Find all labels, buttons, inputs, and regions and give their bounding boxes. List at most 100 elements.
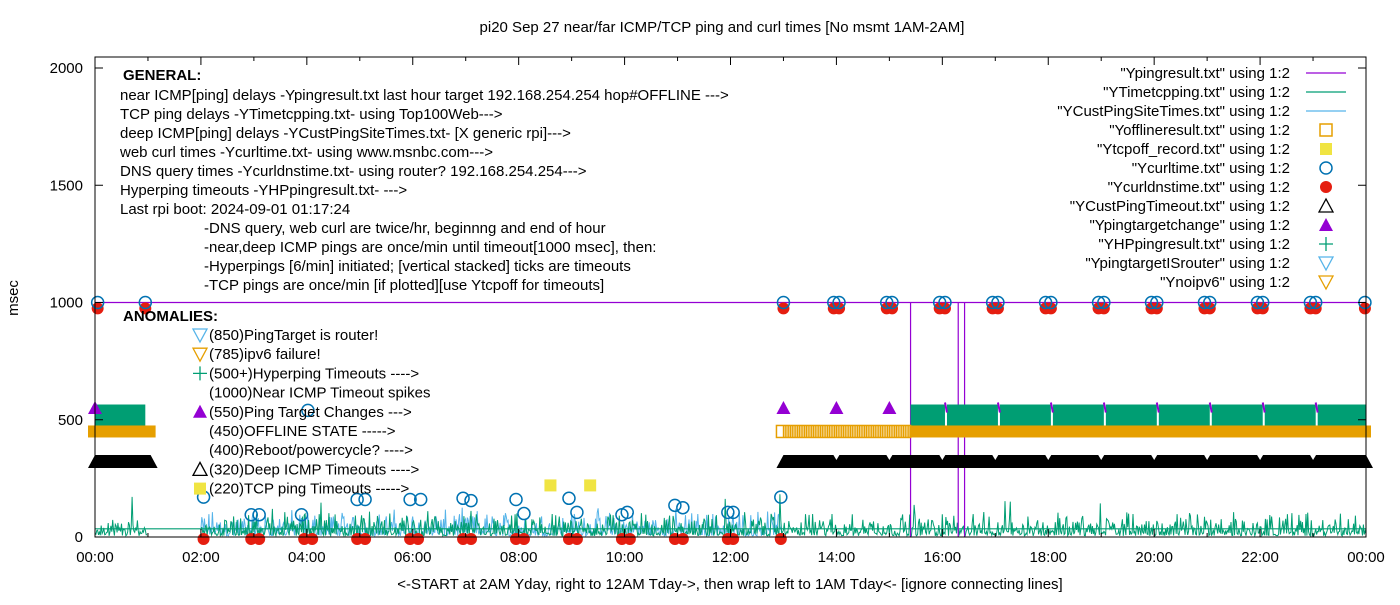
curl-time-point (1150, 295, 1164, 310)
curl-time-point (562, 491, 576, 506)
curl-time-point (509, 492, 523, 507)
curl-time-point (1250, 295, 1265, 310)
general-note: -near,deep ICMP pings are once/min until… (204, 239, 656, 256)
hyperping-gap (1103, 404, 1106, 427)
legend-label: "YpingtargetISrouter" using 1:2 (1085, 255, 1290, 272)
ping-target-change-tick (1208, 402, 1213, 413)
y-tick-label: 1000 (50, 295, 83, 312)
x-tick-label: 00:00 (76, 549, 114, 566)
legend-label: "YCustPingTimeout.txt" using 1:2 (1070, 198, 1290, 215)
curl-time-point (252, 507, 266, 522)
curl-time-point (413, 492, 428, 507)
chart-title: pi20 Sep 27 near/far ICMP/TCP ping and c… (480, 19, 965, 36)
curl-time-point (938, 295, 952, 310)
legend-marker-filled-square (1320, 143, 1332, 155)
legend-marker-open-triangle (1317, 197, 1335, 213)
dns-time-point (727, 533, 740, 545)
general-line: Last rpi boot: 2024-09-01 01:17:24 (120, 201, 350, 218)
curl-time-point (776, 295, 791, 310)
legend-label: "Ytcpoff_record.txt" using 1:2 (1097, 141, 1290, 158)
hyperping-gap (1315, 404, 1318, 427)
curl-time-point (1203, 295, 1217, 310)
curl-time-point (301, 403, 315, 418)
dns-time-point (253, 533, 266, 545)
legend-marker-open-down-triangle (1317, 275, 1335, 291)
hyperping-gap (1209, 404, 1212, 427)
curl-time-point (721, 505, 735, 520)
general-note: -DNS query, web curl are twice/hr, begin… (204, 220, 606, 237)
dns-time-point (359, 533, 372, 545)
deep-icmp-band-notch (939, 454, 946, 460)
dns-time-point (197, 533, 210, 545)
curl-time-point (726, 505, 740, 520)
ping-target-change-tick (1314, 402, 1319, 413)
legend-marker-open-down-triangle (1317, 256, 1335, 272)
curl-time-point (517, 506, 531, 521)
anomalies-header: ANOMALIES: (123, 308, 218, 325)
deep-icmp-band-notch (1151, 454, 1158, 460)
deep-icmp-timeout-band (776, 454, 1373, 468)
general-line: Hyperping timeouts -YHPpingresult.txt- -… (120, 182, 407, 199)
x-tick-label: 06:00 (394, 549, 432, 566)
hyperping-timeout-block (95, 404, 146, 427)
legend-label: "Yofflineresult.txt" using 1:2 (1109, 122, 1290, 139)
curl-time-point (1044, 295, 1058, 310)
dns-time-point (774, 533, 787, 545)
legend-label: "YHPpingresult.txt" using 1:2 (1098, 236, 1290, 253)
y-tick-label: 2000 (50, 60, 83, 77)
curl-time-point (1144, 295, 1159, 310)
deep-icmp-band-notch (1204, 454, 1211, 460)
anomaly-marker-filled-triangle (193, 404, 207, 418)
x-tick-label: 12:00 (712, 549, 750, 566)
anomaly-item: (400)Reboot/powercycle? ----> (209, 442, 413, 459)
hyperping-gap (997, 404, 1000, 427)
curl-time-point (991, 295, 1005, 310)
y-tick-label: 0 (75, 529, 83, 546)
curl-time-point (464, 493, 478, 508)
dns-time-point (412, 533, 425, 545)
x-tick-label: 20:00 (1135, 549, 1173, 566)
anomaly-marker-open-down-triangle (191, 328, 209, 344)
deep-icmp-band-notch (833, 454, 840, 460)
x-tick-label: 22:00 (1241, 549, 1279, 566)
deep-icmp-band-notch (1257, 454, 1264, 460)
x-tick-label: 14:00 (818, 549, 856, 566)
curl-time-point (1308, 295, 1323, 310)
x-tick-label: 10:00 (606, 549, 644, 566)
anomaly-item: (785)ipv6 failure! (209, 346, 321, 363)
deep-icmp-band-notch (886, 454, 893, 460)
tcp-ping-timeout-point (584, 479, 597, 492)
legend-marker-filled-triangle (1319, 218, 1333, 231)
offline-state-block (88, 425, 156, 438)
legend-label: "Ycurldnstime.txt" using 1:2 (1108, 179, 1290, 196)
ping-target-change-tick (1102, 402, 1107, 413)
curl-time-point (1197, 295, 1212, 310)
curl-time-point (879, 295, 894, 310)
dns-time-point (465, 533, 478, 545)
deep-icmp-band-notch (1045, 454, 1052, 460)
hyperping-timeout-block (910, 404, 1366, 427)
ping-target-change-tick (1261, 402, 1266, 413)
curl-time-point (570, 505, 584, 520)
legend-marker-filled-circle (1320, 181, 1332, 193)
general-header: GENERAL: (123, 67, 201, 84)
x-tick-label: 04:00 (288, 549, 326, 566)
anomaly-item: (320)Deep ICMP Timeouts ----> (209, 461, 419, 478)
ping-target-change-tick (944, 402, 948, 413)
curl-time-point (1038, 295, 1053, 310)
ping-target-change-tick (1049, 402, 1054, 413)
hyperping-gap (1156, 404, 1159, 427)
curl-time-point (668, 498, 682, 513)
y-tick-label: 500 (58, 412, 83, 429)
curl-time-point (774, 490, 788, 504)
x-axis-label: <-START at 2AM Yday, right to 12AM Tday-… (397, 576, 1062, 593)
curl-time-point (620, 505, 634, 520)
general-note: -Hyperpings [6/min] initiated; [vertical… (204, 258, 631, 275)
general-note: -TCP pings are once/min [if plotted][use… (204, 277, 604, 294)
general-line: web curl times -Ycurltime.txt- using www… (119, 144, 493, 161)
ping-target-change-point (829, 401, 844, 415)
curl-time-point (932, 295, 947, 310)
curl-time-point (832, 295, 846, 310)
x-tick-label: 18:00 (1029, 549, 1067, 566)
x-tick-label: 08:00 (500, 549, 538, 566)
